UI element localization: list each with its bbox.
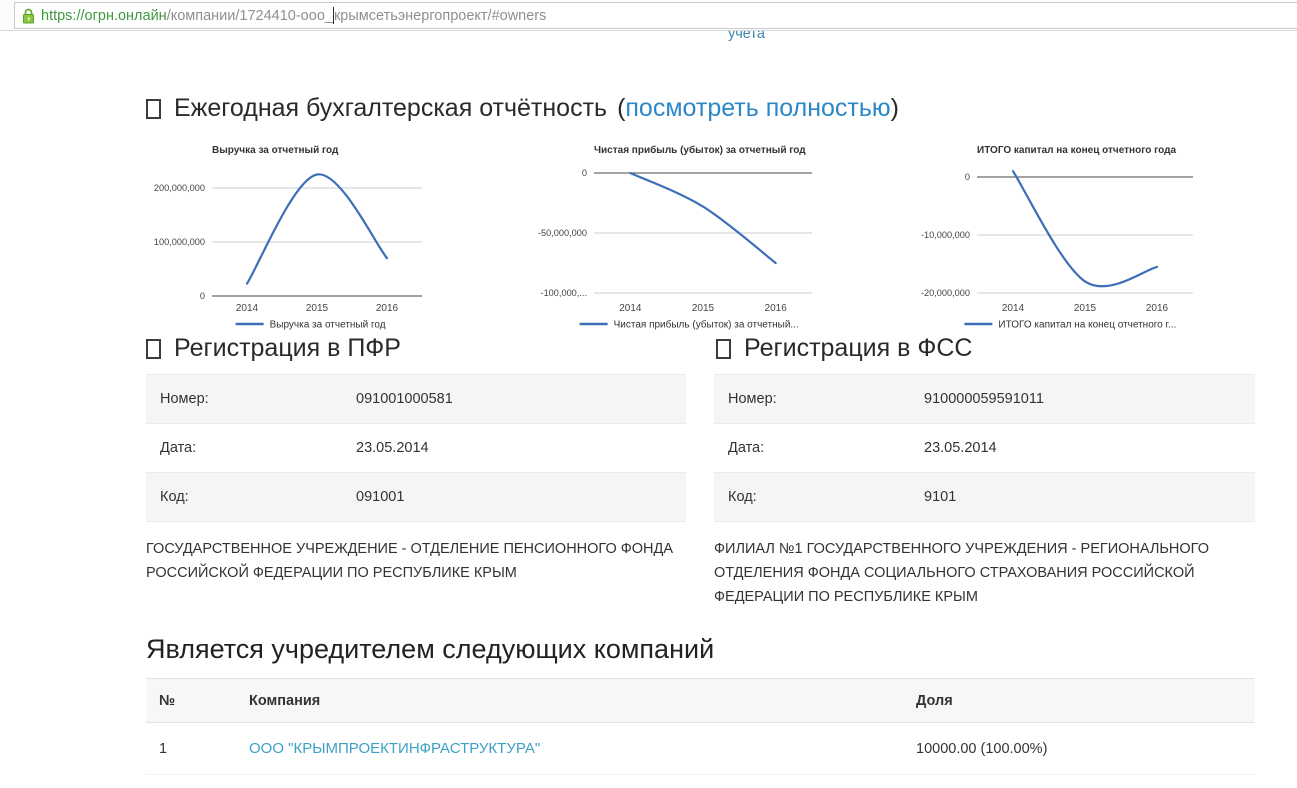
- fss-description: ФИЛИАЛ №1 ГОСУДАРСТВЕННОГО УЧРЕЖДЕНИЯ - …: [714, 541, 1209, 605]
- view-full-report-link[interactable]: посмотреть полностью: [625, 94, 891, 122]
- paren-open: (: [617, 94, 626, 122]
- missing-glyph-icon: [716, 338, 731, 359]
- founder-num: 1: [159, 740, 168, 757]
- row-value: 091001000581: [356, 391, 453, 407]
- svg-text:2016: 2016: [376, 303, 399, 314]
- svg-text:-20,000,000: -20,000,000: [921, 288, 970, 298]
- svg-text:0: 0: [582, 168, 587, 178]
- pfr-title: Регистрация в ПФР: [174, 334, 401, 362]
- svg-text:ИТОГО капитал на конец отчетно: ИТОГО капитал на конец отчетного года: [977, 145, 1176, 156]
- chart-total-capital: ИТОГО капитал на конец отчетного года 0 -1…: [900, 140, 1230, 335]
- svg-text:2016: 2016: [1146, 303, 1169, 314]
- founder-share: 10000.00 (100.00%): [916, 740, 1048, 757]
- svg-text:Выручка за отчетный год: Выручка за отчетный год: [212, 145, 339, 156]
- svg-text:0: 0: [200, 291, 205, 301]
- browser-address-bar: https://огрн.онлайн/компании/1724410-ооо…: [0, 0, 1297, 31]
- svg-text:200,000,000: 200,000,000: [154, 183, 205, 193]
- pfr-table: Номер: 091001000581 Дата: 23.05.2014 Код…: [146, 374, 686, 522]
- row-label: Код:: [160, 489, 189, 505]
- svg-text:2014: 2014: [1002, 303, 1025, 314]
- missing-glyph-icon: [146, 338, 161, 359]
- pfr-heading: Регистрация в ПФР: [146, 334, 401, 363]
- svg-text:2014: 2014: [236, 303, 259, 314]
- founders-heading: Является учредителем следующих компаний: [146, 634, 715, 664]
- url-secure-part: https://огрн.онлайн: [41, 7, 167, 24]
- fss-title: Регистрация в ФСС: [744, 334, 973, 362]
- table-row: Номер: 091001000581: [146, 375, 686, 424]
- missing-glyph-icon: [146, 98, 161, 119]
- row-value: 910000059591011: [924, 391, 1044, 407]
- annual-report-heading: Ежегодная бухгалтерская отчётность ( пос…: [146, 94, 899, 123]
- table-row: Дата: 23.05.2014: [714, 424, 1255, 473]
- svg-text:0: 0: [965, 172, 970, 182]
- founders-table-header: № Компания Доля: [146, 678, 1255, 723]
- svg-text:2016: 2016: [765, 303, 788, 314]
- row-value: 23.05.2014: [356, 440, 429, 456]
- row-label: Дата:: [160, 440, 197, 456]
- url-path-part: /компании/1724410-ооо_: [166, 7, 333, 24]
- table-row: Код: 091001: [146, 473, 686, 522]
- svg-text:-100,000,...: -100,000,...: [541, 288, 587, 298]
- table-row: 1 ООО "КРЫМПРОЕКТИНФРАСТРУКТУРА" 10000.0…: [146, 723, 1255, 775]
- url-input[interactable]: https://огрн.онлайн/компании/1724410-ооо…: [14, 2, 1297, 29]
- table-row: Код: 9101: [714, 473, 1255, 522]
- svg-text:2015: 2015: [1074, 303, 1097, 314]
- founders-table: № Компания Доля 1 ООО "КРЫМПРОЕКТИНФРАСТ…: [146, 678, 1255, 775]
- col-header-share: Доля: [916, 692, 953, 709]
- row-label: Номер:: [728, 391, 777, 407]
- url-path-part-after: крымсетьэнергопроект/#owners: [333, 7, 547, 24]
- founder-company-cell: ООО "КРЫМПРОЕКТИНФРАСТРУКТУРА": [235, 740, 902, 757]
- col-header-num: №: [159, 692, 176, 709]
- svg-text:Выручка за отчетный год: Выручка за отчетный год: [270, 320, 386, 331]
- row-label: Код:: [728, 489, 757, 505]
- svg-text:Чистая прибыль (убыток) за отч: Чистая прибыль (убыток) за отчетный...: [614, 319, 799, 331]
- chart-revenue: Выручка за отчетный год 200,000,000 100,00…: [138, 140, 443, 335]
- fss-table: Номер: 910000059591011 Дата: 23.05.2014 …: [714, 374, 1255, 522]
- https-lock-icon: [23, 8, 34, 23]
- svg-text:2014: 2014: [619, 303, 642, 314]
- row-value: 091001: [356, 489, 405, 505]
- row-value: 9101: [924, 489, 957, 505]
- fss-heading: Регистрация в ФСС: [716, 334, 972, 363]
- svg-text:2015: 2015: [306, 303, 329, 314]
- svg-text:100,000,000: 100,000,000: [154, 237, 205, 247]
- row-label: Номер:: [160, 391, 209, 407]
- paren-close: ): [890, 94, 899, 122]
- svg-text:-50,000,000: -50,000,000: [538, 228, 587, 238]
- svg-text:-10,000,000: -10,000,000: [921, 230, 970, 240]
- table-row: Дата: 23.05.2014: [146, 424, 686, 473]
- svg-text:ИТОГО капитал на конец отчетно: ИТОГО капитал на конец отчетного г...: [998, 320, 1176, 331]
- col-header-company: Компания: [249, 692, 321, 709]
- svg-text:Чистая прибыль (убыток) за отч: Чистая прибыль (убыток) за отчетный год: [594, 144, 806, 156]
- row-label: Дата:: [728, 440, 765, 456]
- text-caret: [332, 7, 334, 24]
- pfr-description: ГОСУДАРСТВЕННОЕ УЧРЕЖДЕНИЕ - ОТДЕЛЕНИЕ П…: [146, 541, 674, 581]
- svg-text:2015: 2015: [692, 303, 715, 314]
- annual-report-title: Ежегодная бухгалтерская отчётность: [174, 94, 608, 122]
- table-row: Номер: 910000059591011: [714, 375, 1255, 424]
- founder-company-link[interactable]: ООО "КРЫМПРОЕКТИНФРАСТРУКТУРА": [249, 740, 541, 757]
- row-value: 23.05.2014: [924, 440, 997, 456]
- chart-net-profit: Чистая прибыль (убыток) за отчетный год 0…: [528, 140, 830, 335]
